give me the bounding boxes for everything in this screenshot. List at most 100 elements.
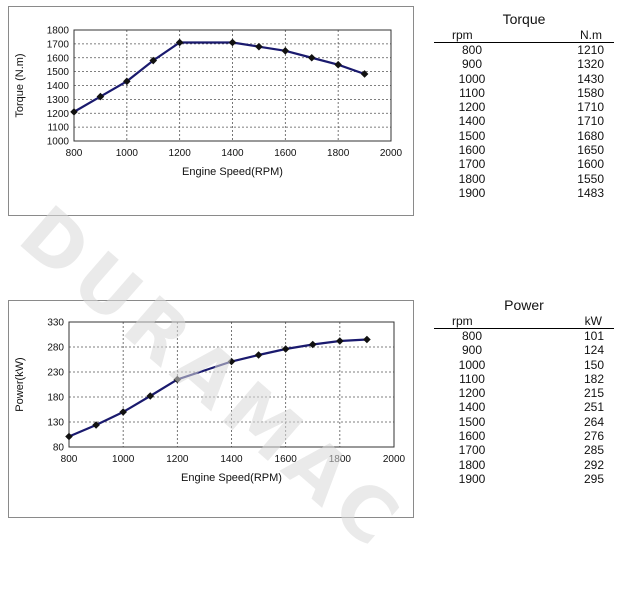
table-row: 1700 1600 xyxy=(434,157,614,171)
torque-x-axis-label: Engine Speed(RPM) xyxy=(182,166,283,178)
power-table-header-kw: kW xyxy=(584,314,602,328)
torque-data-point xyxy=(70,108,78,116)
y-tick-label: 1700 xyxy=(47,39,70,50)
power-data-point xyxy=(173,375,182,384)
table-cell-rpm: 900 xyxy=(461,57,483,72)
table-cell-rpm: 1900 xyxy=(458,185,486,200)
table-cell-value: 150 xyxy=(583,357,604,372)
table-cell-rpm: 1400 xyxy=(458,400,486,415)
x-tick-label: 2000 xyxy=(383,454,406,465)
table-row: 1600 276 xyxy=(434,429,614,443)
x-tick-label: 2000 xyxy=(380,148,403,159)
x-tick-label: 1800 xyxy=(329,454,352,465)
torque-data-point xyxy=(334,60,342,69)
power-x-axis-label: Engine Speed(RPM) xyxy=(181,472,282,484)
y-tick-label: 1600 xyxy=(47,53,70,64)
y-tick-label: 1200 xyxy=(47,109,70,120)
table-cell-value: 1710 xyxy=(577,114,604,129)
table-cell-value: 182 xyxy=(583,371,604,386)
table-cell-rpm: 1600 xyxy=(458,143,486,158)
table-cell-rpm: 1200 xyxy=(458,100,486,115)
power-table-title: Power xyxy=(504,297,544,313)
torque-table: Torque rpm N.m 800 1210 900 1320 1000 1430 … xyxy=(434,10,614,200)
table-row: 1800 292 xyxy=(434,458,614,472)
table-row: 1400 1710 xyxy=(434,114,614,128)
table-row: 1200 215 xyxy=(434,386,614,400)
table-cell-value: 292 xyxy=(583,457,604,472)
table-cell-value: 1600 xyxy=(577,157,604,172)
power-data-point xyxy=(92,421,100,429)
x-tick-label: 1000 xyxy=(116,148,139,159)
torque-data-point xyxy=(149,56,158,65)
y-tick-label: 280 xyxy=(47,343,64,354)
torque-table-header-nm: N.m xyxy=(580,28,602,42)
table-cell-rpm: 800 xyxy=(461,329,483,343)
table-row: 900 1320 xyxy=(434,57,614,71)
torque-table-title: Torque xyxy=(502,11,546,27)
table-row: 1500 1680 xyxy=(434,129,614,143)
x-tick-label: 1600 xyxy=(274,148,297,159)
table-cell-value: 1320 xyxy=(577,57,604,72)
power-table-body: 800 101 900 124 1000 150 1100 182 1200 215 14… xyxy=(434,329,614,486)
y-tick-label: 1400 xyxy=(47,81,70,92)
table-row: 1200 1710 xyxy=(434,100,614,114)
table-cell-value: 1210 xyxy=(577,43,604,57)
table-row: 1800 1550 xyxy=(434,172,614,186)
table-cell-value: 1430 xyxy=(577,71,604,86)
torque-series-line xyxy=(73,41,365,113)
power-data-point xyxy=(336,337,344,345)
y-tick-label: 180 xyxy=(47,393,64,404)
table-cell-value: 264 xyxy=(583,414,604,429)
table-cell-value: 295 xyxy=(583,471,604,486)
power-y-axis-label: Power(kW) xyxy=(14,357,26,411)
table-cell-rpm: 1200 xyxy=(458,386,486,401)
table-cell-value: 276 xyxy=(583,429,604,444)
table-cell-value: 1550 xyxy=(577,171,604,186)
power-data-point xyxy=(65,432,73,441)
table-row: 1700 285 xyxy=(434,443,614,457)
table-cell-rpm: 1400 xyxy=(458,114,486,129)
x-tick-label: 1400 xyxy=(221,148,244,159)
table-cell-rpm: 800 xyxy=(461,43,483,57)
table-cell-value: 215 xyxy=(583,386,604,401)
torque-data-point xyxy=(281,47,290,55)
x-tick-label: 1200 xyxy=(169,148,192,159)
power-table-header: rpm kW xyxy=(434,314,614,329)
table-cell-value: 101 xyxy=(583,329,604,343)
table-row: 800 101 xyxy=(434,329,614,343)
table-row: 1000 1430 xyxy=(434,72,614,86)
torque-table-header: rpm N.m xyxy=(434,28,614,43)
y-tick-label: 1500 xyxy=(47,67,70,78)
table-cell-rpm: 1500 xyxy=(458,128,486,143)
torque-data-point xyxy=(228,38,237,47)
table-row: 1500 264 xyxy=(434,415,614,429)
power-data-point xyxy=(308,340,317,349)
x-tick-label: 1600 xyxy=(275,454,298,465)
plot-area-frame xyxy=(73,29,392,142)
table-row: 800 1210 xyxy=(434,43,614,57)
y-tick-label: 1800 xyxy=(47,26,70,37)
table-cell-value: 1483 xyxy=(577,185,604,200)
table-cell-rpm: 1800 xyxy=(458,171,486,186)
table-row: 1900 1483 xyxy=(434,186,614,200)
table-cell-value: 124 xyxy=(583,343,604,358)
y-tick-label: 1000 xyxy=(47,137,70,148)
table-row: 1600 1650 xyxy=(434,143,614,157)
plot-area-frame xyxy=(68,321,395,448)
x-tick-label: 1200 xyxy=(166,454,189,465)
power-data-point xyxy=(227,357,236,366)
table-cell-rpm: 1100 xyxy=(459,371,485,386)
table-cell-rpm: 900 xyxy=(461,343,483,358)
power-data-point xyxy=(363,335,371,344)
table-cell-rpm: 1100 xyxy=(459,85,485,100)
table-cell-value: 1680 xyxy=(577,128,604,143)
table-cell-value: 1580 xyxy=(577,85,604,100)
y-tick-label: 330 xyxy=(47,318,64,329)
torque-table-body: 800 1210 900 1320 1000 1430 1100 1580 1200 17… xyxy=(434,43,614,200)
power-data-point xyxy=(119,408,127,416)
table-cell-value: 1650 xyxy=(577,143,604,158)
torque-y-axis-label: Torque (N.m) xyxy=(14,53,26,117)
x-tick-label: 800 xyxy=(61,454,78,465)
table-cell-rpm: 1500 xyxy=(458,414,486,429)
